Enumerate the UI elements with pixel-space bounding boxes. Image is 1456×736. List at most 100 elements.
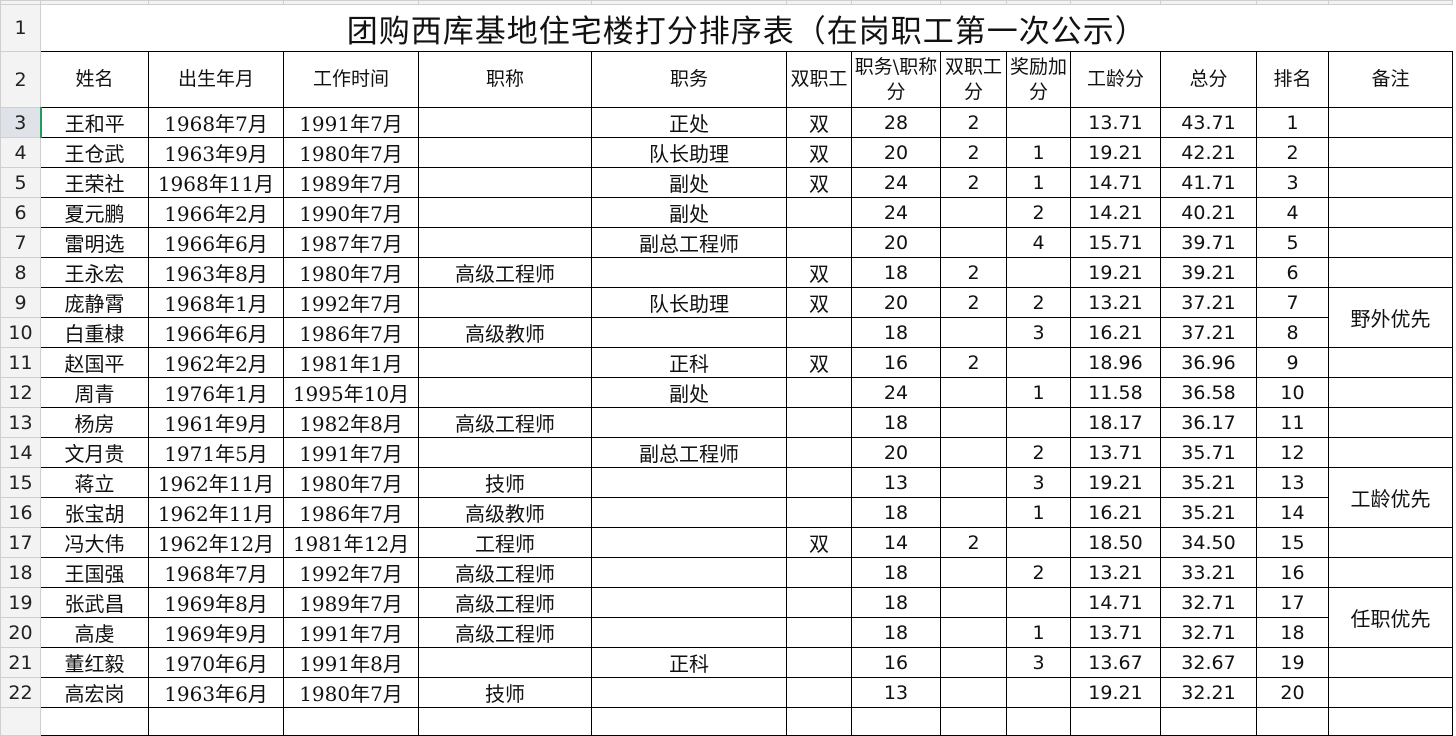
cell[interactable]: 1990年7月 [283,197,419,228]
remark-cell[interactable] [1328,227,1453,258]
cell[interactable] [940,677,1007,708]
cell[interactable] [786,317,852,348]
cell[interactable]: 17 [1256,587,1329,618]
cell[interactable]: 1966年6月 [148,317,284,348]
row-header[interactable]: 4 [0,137,41,168]
cell[interactable]: 1971年5月 [148,437,284,468]
cell[interactable] [940,557,1007,588]
cell[interactable]: 9 [1256,347,1329,378]
cell[interactable]: 副总工程师 [591,437,787,468]
row-header[interactable]: 21 [0,647,41,678]
cell[interactable]: 副总工程师 [591,227,787,258]
cell[interactable]: 1992年7月 [283,287,419,318]
cell[interactable]: 16 [851,347,941,378]
cell[interactable] [940,227,1007,258]
remark-cell[interactable] [1328,557,1453,588]
cell[interactable]: 39.71 [1160,227,1257,258]
cell[interactable] [786,497,852,528]
cell[interactable] [591,557,787,588]
cell[interactable]: 14.71 [1070,167,1161,198]
cell[interactable]: 18 [851,497,941,528]
cell[interactable]: 2 [1006,437,1071,468]
cell[interactable]: 1 [1006,497,1071,528]
cell[interactable] [1328,707,1453,736]
cell[interactable]: 19.21 [1070,677,1161,708]
cell[interactable]: 文月贵 [40,437,149,468]
cell[interactable]: 1 [1256,107,1329,138]
cell[interactable]: 2 [1256,137,1329,168]
cell[interactable]: 蒋立 [40,467,149,498]
cell[interactable] [1006,707,1071,736]
cell[interactable]: 高级教师 [418,497,592,528]
column-heading[interactable]: 排名 [1256,51,1329,108]
cell[interactable]: 2 [1006,197,1071,228]
cell[interactable]: 15.71 [1070,227,1161,258]
cell[interactable]: 1 [1006,617,1071,648]
row-header[interactable]: 6 [0,197,41,228]
cell[interactable]: 18 [851,317,941,348]
cell[interactable]: 32.71 [1160,617,1257,648]
cell[interactable]: 1981年12月 [283,527,419,558]
cell[interactable] [1006,587,1071,618]
cell[interactable]: 33.21 [1160,557,1257,588]
cell[interactable]: 高级工程师 [418,257,592,288]
cell[interactable]: 35.21 [1160,467,1257,498]
cell[interactable]: 1991年7月 [283,437,419,468]
cell[interactable]: 16.21 [1070,317,1161,348]
row-header[interactable]: 10 [0,317,41,348]
cell[interactable] [283,707,419,736]
cell[interactable] [940,467,1007,498]
cell[interactable]: 13 [851,467,941,498]
cell[interactable]: 2 [940,257,1007,288]
cell[interactable]: 18 [851,557,941,588]
cell[interactable]: 14.71 [1070,587,1161,618]
cell[interactable]: 19.21 [1070,467,1161,498]
cell[interactable]: 工程师 [418,527,592,558]
cell[interactable] [418,377,592,408]
row-header[interactable]: 15 [0,467,41,498]
cell[interactable]: 高级工程师 [418,557,592,588]
cell[interactable]: 1989年7月 [283,587,419,618]
cell[interactable]: 37.21 [1160,287,1257,318]
cell[interactable]: 18 [851,257,941,288]
cell[interactable]: 2 [1006,557,1071,588]
column-header[interactable] [1328,0,1453,5]
cell[interactable]: 2 [1006,287,1071,318]
cell[interactable]: 36.58 [1160,377,1257,408]
cell[interactable]: 1968年7月 [148,107,284,138]
cell[interactable] [786,557,852,588]
cell[interactable]: 副处 [591,197,787,228]
cell[interactable]: 庞静霄 [40,287,149,318]
cell[interactable]: 王国强 [40,557,149,588]
remark-cell[interactable] [1328,437,1453,468]
cell[interactable] [786,617,852,648]
cell[interactable]: 1980年7月 [283,677,419,708]
cell[interactable]: 13.21 [1070,557,1161,588]
cell[interactable]: 双 [786,287,852,318]
cell[interactable]: 16 [1256,557,1329,588]
cell[interactable] [940,437,1007,468]
cell[interactable]: 11.58 [1070,377,1161,408]
row-header[interactable]: 14 [0,437,41,468]
cell[interactable] [1006,257,1071,288]
cell[interactable]: 双 [786,137,852,168]
cell[interactable] [1006,347,1071,378]
cell[interactable] [1006,407,1071,438]
cell[interactable]: 19.21 [1070,257,1161,288]
cell[interactable]: 1992年7月 [283,557,419,588]
cell[interactable]: 2 [940,137,1007,168]
cell[interactable]: 队长助理 [591,137,787,168]
cell[interactable] [591,257,787,288]
cell[interactable]: 18 [851,617,941,648]
cell[interactable] [940,647,1007,678]
cell[interactable]: 40.21 [1160,197,1257,228]
cell[interactable]: 高级教师 [418,317,592,348]
cell[interactable]: 3 [1006,467,1071,498]
cell[interactable]: 36.96 [1160,347,1257,378]
column-heading[interactable]: 奖励加分 [1006,51,1071,108]
cell[interactable]: 35.71 [1160,437,1257,468]
cell[interactable]: 18 [851,407,941,438]
cell[interactable]: 13.21 [1070,287,1161,318]
cell[interactable]: 赵国平 [40,347,149,378]
